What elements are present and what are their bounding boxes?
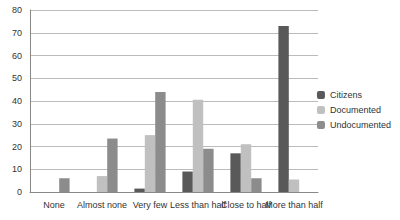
svg-text:Undocumented: Undocumented [330,120,391,130]
svg-text:50: 50 [12,73,22,83]
svg-text:40: 40 [12,96,22,106]
svg-text:60: 60 [12,51,22,61]
svg-text:Documented: Documented [330,105,381,115]
svg-text:Almost none: Almost none [77,200,127,210]
svg-text:Very few: Very few [133,200,168,210]
svg-text:Close to half: Close to half [221,200,272,210]
svg-text:70: 70 [12,28,22,38]
svg-text:Less than half: Less than half [170,200,227,210]
svg-text:0: 0 [17,187,22,197]
svg-text:Citizens: Citizens [330,90,363,100]
svg-text:30: 30 [12,119,22,129]
svg-text:More than half: More than half [265,200,323,210]
svg-text:80: 80 [12,5,22,15]
svg-text:20: 20 [12,142,22,152]
svg-text:10: 10 [12,164,22,174]
svg-text:None: None [43,200,65,210]
